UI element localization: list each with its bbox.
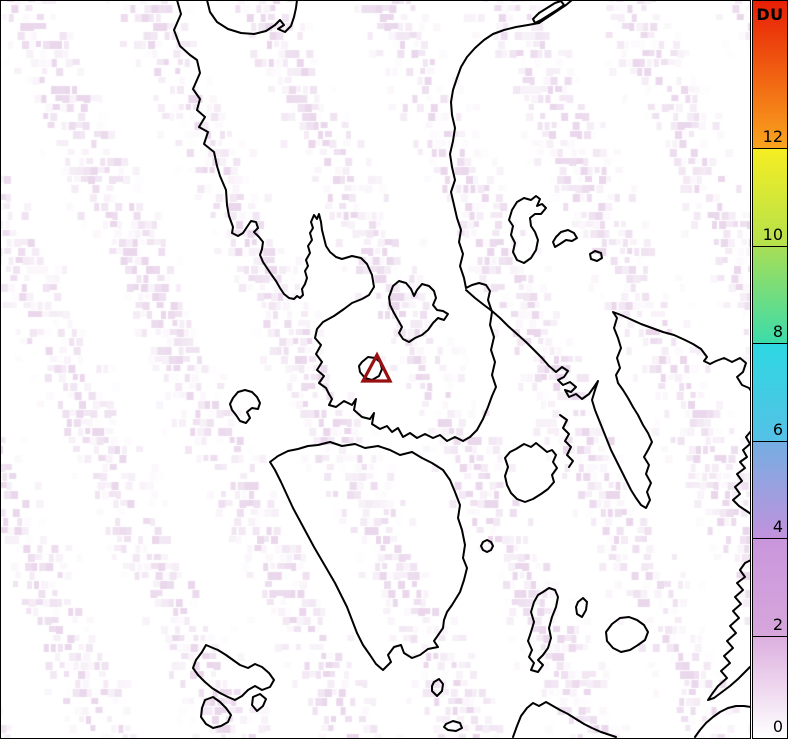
coastline-sliver-island-ne bbox=[532, 0, 565, 24]
coastline-luzon-mainland bbox=[173, 0, 573, 442]
colorbar-segment bbox=[753, 636, 787, 738]
coastline-bottom-right-coast bbox=[694, 705, 751, 738]
coastline-taal-lake bbox=[358, 356, 383, 381]
coastline-overlay bbox=[173, 0, 751, 738]
colorbar-tick-label: 0 bbox=[772, 717, 783, 736]
coastline-lubang-group-big bbox=[192, 644, 275, 701]
coastline-mindoro-island bbox=[269, 441, 468, 671]
colorbar-tick-line bbox=[753, 343, 787, 344]
map-border-frame bbox=[0, 0, 751, 739]
colorbar-segment bbox=[753, 246, 787, 343]
colorbar-tick-label: 12 bbox=[762, 127, 783, 146]
coastline-small-oval-island bbox=[575, 597, 588, 618]
coastline-lingayen-gulf-head bbox=[206, 0, 298, 35]
colorbar-tick-line bbox=[753, 636, 787, 637]
coastline-tiny-island-b bbox=[443, 720, 463, 732]
pixel-speckle-field bbox=[0, 0, 751, 739]
coastlines bbox=[173, 0, 751, 738]
coastline-ragay-gulf-squiggle bbox=[559, 414, 574, 468]
colorbar-segment bbox=[753, 343, 787, 441]
map-plot-area bbox=[0, 0, 751, 739]
colorbar-tick-label: 6 bbox=[772, 420, 783, 439]
coastline-tiny-island-a bbox=[431, 678, 444, 697]
coastline-laguna-de-bay bbox=[388, 280, 449, 343]
colorbar-tick-label: 2 bbox=[772, 615, 783, 634]
coastline-right-edge-jagged bbox=[732, 430, 751, 515]
colorbar-segment bbox=[753, 538, 787, 636]
colorbar-tick-line bbox=[753, 538, 787, 539]
colorbar-tick-label: 4 bbox=[772, 517, 783, 536]
coastline-bottom-island-coast bbox=[512, 701, 617, 738]
coastline-round-island-se bbox=[605, 616, 649, 653]
coastline-lubang-group-wedge bbox=[251, 693, 267, 712]
coastline-lamon-shore-bicol-bondoc bbox=[465, 289, 751, 509]
coastline-marinduque-like-blob bbox=[504, 442, 558, 503]
colorbar-tick-label: 8 bbox=[772, 322, 783, 341]
colorbar-tick-line bbox=[753, 441, 787, 442]
colorbar-segment bbox=[753, 1, 787, 148]
colorbar-tick-line bbox=[753, 148, 787, 149]
colorbar-tick-line bbox=[753, 246, 787, 247]
colorbar: 12 10 8 6 4 2 0 DU bbox=[752, 0, 788, 739]
volcano-triangle-marker bbox=[360, 351, 393, 383]
coastline-lubang-group-small bbox=[200, 696, 232, 729]
coastline-polillo-island bbox=[508, 195, 547, 264]
coastline-tiny-round-island bbox=[480, 539, 494, 553]
coastline-lubang-island bbox=[229, 389, 261, 424]
coastline-tall-narrow-island bbox=[527, 587, 559, 673]
colorbar-segment bbox=[753, 441, 787, 538]
colorbar-tick-label: 10 bbox=[762, 225, 783, 244]
coastline-polillo-east-island bbox=[552, 229, 578, 248]
colorbar-units-title: DU bbox=[756, 5, 784, 24]
coastline-small-island-ne bbox=[589, 250, 603, 262]
colorbar-segment bbox=[753, 148, 787, 246]
coastline-right-edge-wedge bbox=[707, 559, 751, 701]
